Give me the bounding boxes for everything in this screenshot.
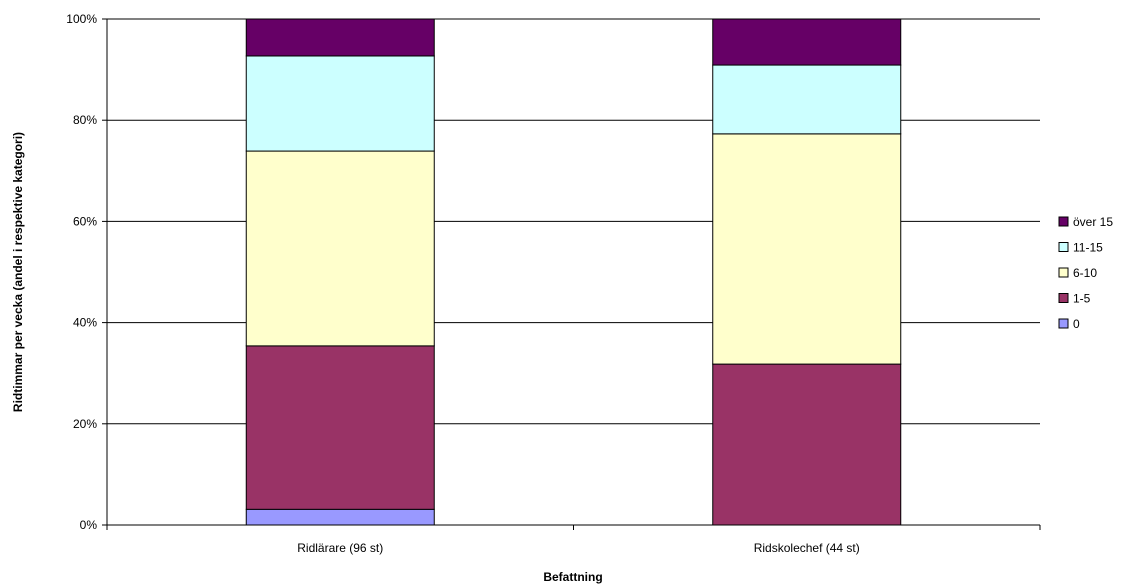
legend-label: 1-5	[1073, 292, 1091, 306]
legend-swatch	[1058, 216, 1069, 227]
y-tick-label: 80%	[73, 113, 97, 127]
y-tick-label: 60%	[73, 214, 97, 228]
bar-segment	[712, 18, 902, 66]
legend-swatch	[1058, 242, 1069, 252]
y-tick-labels: 0% 20% 40% 60% 80% 100%	[66, 12, 107, 532]
x-tick-labels: Ridlärare (96 st) Ridskolechef (44 st)	[297, 541, 860, 555]
bar-segment	[712, 133, 902, 365]
bars	[245, 18, 902, 526]
legend-swatch	[1058, 318, 1069, 329]
y-tick-label: 0%	[80, 518, 98, 532]
legend-label: 11-15	[1073, 241, 1103, 255]
bar-segment	[245, 345, 435, 510]
y-tick-label: 20%	[73, 417, 97, 431]
y-tick-label: 100%	[66, 12, 97, 26]
x-tick-label: Ridlärare (96 st)	[297, 541, 383, 555]
x-tick-label: Ridskolechef (44 st)	[754, 541, 860, 555]
bar-segment	[245, 55, 435, 152]
x-axis-title: Befattning	[543, 570, 602, 584]
legend-swatch	[1058, 267, 1069, 278]
legend-label: 0	[1073, 317, 1080, 331]
axes	[106, 19, 1041, 530]
bar-segment	[712, 64, 902, 135]
legend: över 15 11-15 6-10 1-5 0	[1058, 215, 1113, 331]
bar-segment	[712, 363, 902, 526]
legend-label: 6-10	[1073, 266, 1097, 280]
bar-segment	[245, 18, 435, 57]
legend-label: över 15	[1073, 215, 1113, 229]
legend-swatch	[1058, 293, 1069, 303]
bar-segment	[245, 150, 435, 347]
y-axis-title: Ridtimmar per vecka (andel i respektive …	[11, 132, 25, 412]
y-tick-label: 40%	[73, 316, 97, 330]
bar-segment	[245, 508, 435, 526]
